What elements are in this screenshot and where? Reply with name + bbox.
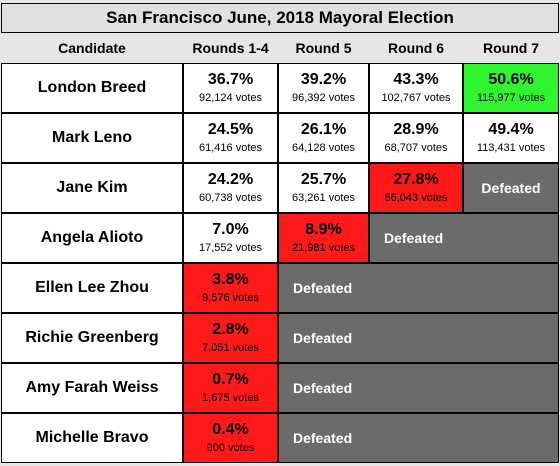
candidate-name: Jane Kim bbox=[56, 179, 128, 196]
vote-percentage: 2.8% bbox=[212, 321, 249, 338]
defeated-label: Defeated bbox=[384, 230, 444, 246]
column-header-label: Round 6 bbox=[388, 39, 444, 56]
defeated-cell: Defeated bbox=[278, 413, 559, 463]
vote-percentage: 0.7% bbox=[212, 371, 249, 388]
vote-count: 61,416 votes bbox=[199, 142, 262, 154]
column-header: Round 7 bbox=[463, 33, 559, 62]
table-title-text: San Francisco June, 2018 Mayoral Electio… bbox=[106, 8, 454, 27]
result-cell: 25.7% 63,261 votes bbox=[278, 163, 369, 213]
vote-percentage: 50.6% bbox=[488, 71, 534, 88]
candidate-name: Mark Leno bbox=[51, 129, 132, 146]
result-cell: 2.8% 7,051 votes bbox=[183, 313, 278, 363]
column-header: Round 5 bbox=[278, 33, 369, 62]
vote-count: 68,707 votes bbox=[384, 142, 448, 154]
result-cell: 39.2% 96,392 votes bbox=[278, 63, 369, 113]
candidate-name: Amy Farah Weiss bbox=[25, 379, 159, 396]
result-cell: 8.9% 21,981 votes bbox=[278, 213, 369, 263]
table-title: San Francisco June, 2018 Mayoral Electio… bbox=[1, 3, 559, 33]
defeated-cell: Defeated bbox=[278, 263, 559, 313]
defeated-cell: Defeated bbox=[369, 213, 559, 263]
column-header: Rounds 1-4 bbox=[183, 33, 278, 62]
result-cell: 27.8% 66,043 votes bbox=[369, 163, 463, 213]
candidate-name-cell: Amy Farah Weiss bbox=[1, 363, 183, 413]
candidate-name-cell: Richie Greenberg bbox=[1, 313, 183, 363]
candidate-name-cell: Mark Leno bbox=[1, 113, 183, 163]
vote-percentage: 27.8% bbox=[393, 171, 439, 188]
result-cell: 24.2% 60,738 votes bbox=[183, 163, 278, 213]
column-header-label: Rounds 1-4 bbox=[192, 39, 269, 56]
result-cell: 36.7% 92,124 votes bbox=[183, 63, 278, 113]
vote-count: 21,981 votes bbox=[292, 242, 355, 254]
vote-percentage: 24.2% bbox=[207, 171, 254, 188]
candidate-name-cell: Ellen Lee Zhou bbox=[1, 263, 183, 313]
result-cell: 24.5% 61,416 votes bbox=[183, 113, 278, 163]
defeated-label: Defeated bbox=[293, 430, 353, 446]
candidate-name-cell: Angela Alioto bbox=[1, 213, 183, 263]
vote-count: 900 votes bbox=[206, 442, 255, 454]
defeated-label: Defeated bbox=[293, 330, 353, 346]
vote-percentage: 24.5% bbox=[207, 121, 254, 138]
vote-count: 9,576 votes bbox=[202, 292, 259, 304]
column-header: Round 6 bbox=[369, 33, 463, 62]
defeated-cell: Defeated bbox=[278, 363, 559, 413]
vote-percentage: 36.7% bbox=[207, 71, 254, 88]
candidate-name: Richie Greenberg bbox=[25, 329, 159, 346]
column-header-label: Round 5 bbox=[295, 39, 352, 56]
vote-count: 102,767 votes bbox=[381, 92, 451, 104]
result-cell: 7.0% 17,552 votes bbox=[183, 213, 278, 263]
result-cell: 0.4% 900 votes bbox=[183, 413, 278, 463]
defeated-cell: Defeated bbox=[463, 163, 559, 213]
candidate-name: London Breed bbox=[37, 79, 147, 96]
vote-percentage: 28.9% bbox=[393, 121, 439, 138]
candidate-name-cell: London Breed bbox=[1, 63, 183, 113]
vote-percentage: 3.8% bbox=[212, 271, 249, 288]
vote-count: 63,261 votes bbox=[292, 192, 355, 204]
vote-count: 60,738 votes bbox=[199, 192, 262, 204]
vote-count: 115,977 votes bbox=[476, 92, 546, 104]
vote-count: 96,392 votes bbox=[292, 92, 355, 104]
column-header-label: Round 7 bbox=[483, 39, 539, 56]
candidate-name: Angela Alioto bbox=[40, 229, 144, 246]
vote-percentage: 43.3% bbox=[393, 71, 439, 88]
result-cell: 26.1% 64,128 votes bbox=[278, 113, 369, 163]
candidate-name-cell: Jane Kim bbox=[1, 163, 183, 213]
defeated-label: Defeated bbox=[293, 280, 353, 296]
result-cell: 49.4% 113,431 votes bbox=[463, 113, 559, 163]
column-header: Candidate bbox=[1, 33, 183, 62]
vote-percentage: 26.1% bbox=[300, 121, 347, 138]
defeated-cell: Defeated bbox=[278, 313, 559, 363]
vote-count: 7,051 votes bbox=[202, 342, 259, 354]
result-cell: 50.6% 115,977 votes bbox=[463, 63, 559, 113]
vote-percentage: 39.2% bbox=[300, 71, 347, 88]
vote-count: 113,431 votes bbox=[476, 142, 546, 154]
vote-count: 64,128 votes bbox=[292, 142, 355, 154]
defeated-label: Defeated bbox=[293, 380, 353, 396]
column-header-label: Candidate bbox=[58, 39, 126, 56]
vote-percentage: 25.7% bbox=[300, 171, 347, 188]
defeated-label: Defeated bbox=[481, 180, 541, 196]
vote-percentage: 49.4% bbox=[488, 121, 534, 138]
vote-percentage: 0.4% bbox=[212, 421, 249, 438]
result-cell: 28.9% 68,707 votes bbox=[369, 113, 463, 163]
vote-count: 17,552 votes bbox=[199, 242, 262, 254]
vote-count: 66,043 votes bbox=[384, 192, 448, 204]
candidate-name-cell: Michelle Bravo bbox=[1, 413, 183, 463]
result-cell: 43.3% 102,767 votes bbox=[369, 63, 463, 113]
vote-count: 1,675 votes bbox=[202, 392, 259, 404]
candidate-name: Ellen Lee Zhou bbox=[35, 279, 149, 296]
vote-percentage: 7.0% bbox=[212, 221, 249, 238]
vote-percentage: 8.9% bbox=[305, 221, 342, 238]
candidate-name: Michelle Bravo bbox=[35, 429, 149, 446]
vote-count: 92,124 votes bbox=[199, 92, 262, 104]
result-cell: 0.7% 1,675 votes bbox=[183, 363, 278, 413]
result-cell: 3.8% 9,576 votes bbox=[183, 263, 278, 313]
